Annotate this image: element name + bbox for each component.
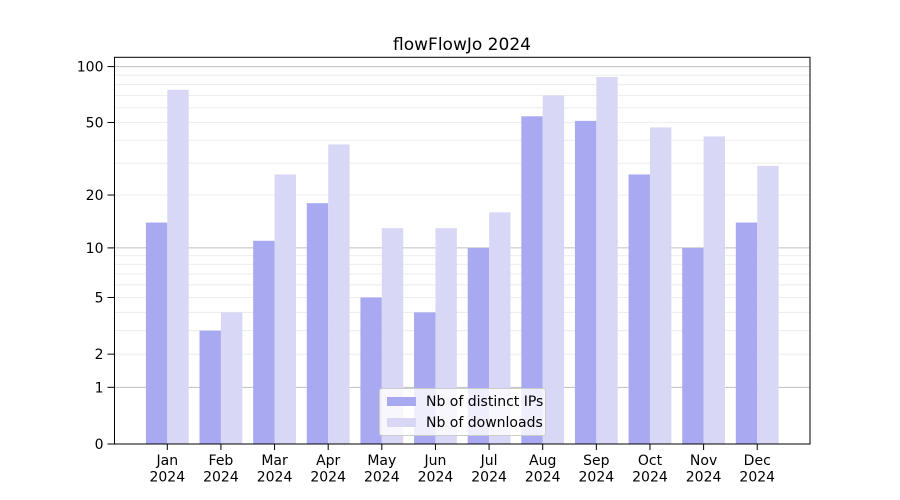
- bar: [574, 120, 597, 444]
- x-tick-year-label: 2024: [686, 470, 722, 486]
- x-tick-year-label: 2024: [418, 470, 454, 486]
- x-tick-year-label: 2024: [149, 470, 185, 486]
- bar: [328, 144, 350, 444]
- bar: [306, 203, 329, 444]
- bar: [628, 174, 650, 445]
- x-tick-year-label: 2024: [632, 470, 668, 486]
- bar: [167, 89, 189, 444]
- y-axis-ticks: 0 1 2 5 10 20 50 100: [77, 60, 115, 453]
- axes-spines: [114, 56, 811, 445]
- x-tick-year-label: 2024: [579, 470, 615, 486]
- x-tick-month-label: Jul: [480, 453, 498, 469]
- bar: [703, 136, 725, 444]
- bar: [735, 222, 758, 444]
- y-gridlines-minor: [114, 74, 810, 355]
- x-tick-year-label: 2024: [310, 470, 346, 486]
- downloads-swatch-icon: [387, 418, 416, 427]
- x-tick-month-label: Oct: [638, 453, 663, 469]
- bar: [542, 95, 565, 444]
- chart-title: flowFlowJo 2024: [393, 35, 531, 55]
- bar: [253, 240, 275, 444]
- x-tick-month-label: Aug: [529, 453, 556, 469]
- x-tick-month-label: May: [367, 453, 396, 469]
- x-tick-year-label: 2024: [364, 470, 400, 486]
- x-tick-month-label: Jan: [156, 453, 179, 469]
- x-tick-year-label: 2024: [525, 470, 561, 486]
- distinct-ips-swatch-icon: [387, 397, 416, 406]
- x-tick-month-label: Nov: [690, 453, 717, 469]
- x-tick-year-label: 2024: [203, 470, 239, 486]
- x-tick-month-label: Apr: [316, 453, 340, 469]
- y-tick-label: 50: [86, 115, 104, 131]
- y-tick-label: 20: [86, 188, 104, 204]
- bar: [199, 330, 221, 444]
- x-tick-year-label: 2024: [739, 470, 775, 486]
- x-tick-month-label: Mar: [261, 453, 288, 469]
- x-axis-ticks: Jan2024Feb2024Mar2024Apr2024May2024Jun20…: [149, 444, 775, 486]
- y-tick-label: 0: [95, 437, 104, 453]
- bar: [360, 297, 382, 444]
- x-tick-month-label: Sep: [583, 453, 610, 469]
- bar: [596, 76, 618, 444]
- y-tick-label: 1: [95, 380, 104, 396]
- bar: [757, 165, 779, 444]
- legend: Nb of distinct IPs Nb of downloads: [379, 388, 546, 436]
- x-tick-month-label: Dec: [744, 453, 771, 469]
- y-tick-label: 100: [77, 60, 104, 76]
- bar: [649, 127, 672, 444]
- x-tick-month-label: Feb: [209, 453, 234, 469]
- x-tick-year-label: 2024: [257, 470, 293, 486]
- bar: [274, 174, 296, 445]
- bar: [489, 212, 511, 444]
- bar: [521, 116, 543, 444]
- legend-item-distinct-ips: Nb of distinct IPs: [387, 393, 543, 410]
- legend-label-distinct-ips: Nb of distinct IPs: [426, 393, 544, 410]
- x-tick-year-label: 2024: [471, 470, 507, 486]
- y-tick-label: 5: [95, 290, 104, 306]
- legend-item-downloads: Nb of downloads: [387, 414, 543, 431]
- legend-label-downloads: Nb of downloads: [426, 414, 543, 431]
- bar: [682, 247, 704, 444]
- bar: [145, 222, 168, 444]
- x-tick-month-label: Jun: [424, 453, 447, 469]
- y-tick-label: 10: [86, 241, 104, 257]
- y-tick-label: 2: [95, 347, 104, 363]
- bar: [220, 312, 243, 444]
